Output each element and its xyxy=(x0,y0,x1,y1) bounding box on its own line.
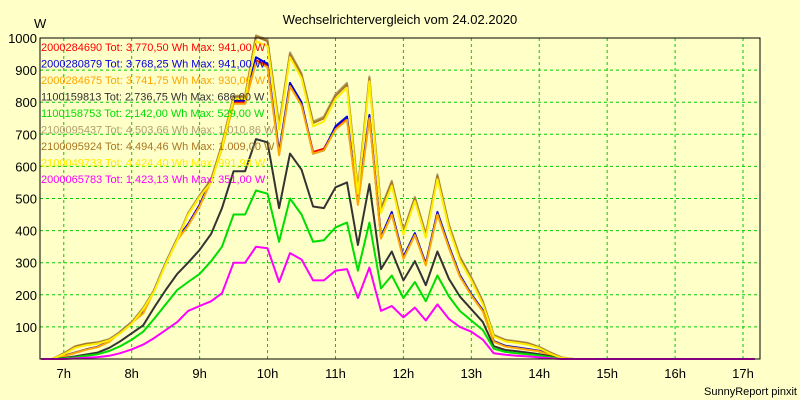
legend-entry: 1100159813 Tot: 2.736,75 Wh Max: 686,00 … xyxy=(41,92,265,104)
legend-entry: 2000284690 Tot: 3.770,50 Wh Max: 941,00 … xyxy=(41,42,266,54)
y-tick-label: 800 xyxy=(15,95,37,110)
y-axis-unit: W xyxy=(34,16,47,31)
x-tick-label: 11h xyxy=(325,366,346,381)
y-tick-label: 700 xyxy=(15,127,37,142)
y-tick-label: 100 xyxy=(15,320,37,335)
legend-entry: 2100095924 Tot: 4.494,46 Wh Max: 1.009,0… xyxy=(41,141,275,153)
x-tick-label: 10h xyxy=(257,366,279,381)
legend-entry: 2100049733 Tot: 4.424,40 Wh Max: 991,93 … xyxy=(41,158,266,170)
x-tick-label: 7h xyxy=(57,366,71,381)
legend-entry: 2100095437 Tot: 4.503,66 Wh Max: 1.010,8… xyxy=(41,125,275,137)
x-tick-label: 15h xyxy=(596,366,618,381)
x-tick-label: 16h xyxy=(664,366,686,381)
footer-credit: SunnyReport pinxit xyxy=(704,386,797,398)
y-axis: 100 200 300 400 500 600 700 800 900 1000 xyxy=(8,31,37,335)
x-tick-label: 13h xyxy=(460,366,482,381)
y-tick-label: 500 xyxy=(15,192,37,207)
y-tick-label: 400 xyxy=(15,224,37,239)
x-tick-label: 12h xyxy=(393,366,415,381)
chart-title: Wechselrichtervergleich vom 24.02.2020 xyxy=(283,12,518,27)
legend-entry: 1100158753 Tot: 2.142,00 Wh Max: 529,00 … xyxy=(41,108,265,120)
x-tick-label: 14h xyxy=(528,366,550,381)
y-tick-label: 900 xyxy=(15,63,37,78)
legend-entry: 2000065783 Tot: 1.423,13 Wh Max: 351,00 … xyxy=(41,174,266,186)
legend: 2000284690 Tot: 3.770,50 Wh Max: 941,00 … xyxy=(41,42,275,186)
x-tick-label: 17h xyxy=(732,366,754,381)
y-tick-label: 200 xyxy=(15,288,37,303)
y-tick-label: 300 xyxy=(15,256,37,271)
plot-frame xyxy=(39,37,761,360)
y-tick-label: 1000 xyxy=(8,31,37,46)
legend-entry: 2000280879 Tot: 3.768,25 Wh Max: 941,00 … xyxy=(41,59,266,71)
x-axis: 7h 8h 9h 10h 11h 12h 13h 14h 15h 16h 17h xyxy=(57,366,754,381)
x-tick-label: 9h xyxy=(192,366,206,381)
legend-entry: 2000284675 Tot: 3.741,75 Wh Max: 930,00 … xyxy=(41,75,266,87)
x-tick-label: 8h xyxy=(124,366,138,381)
y-tick-label: 600 xyxy=(15,159,37,174)
